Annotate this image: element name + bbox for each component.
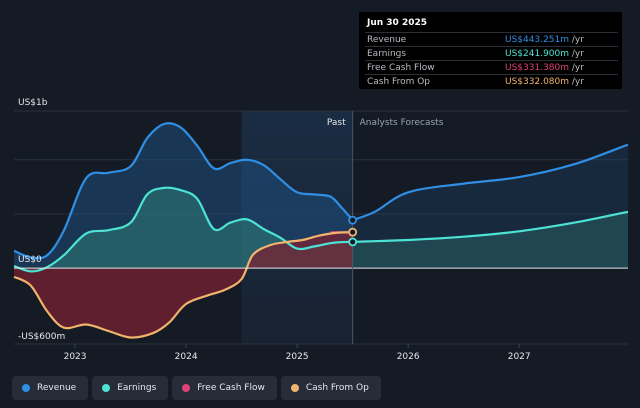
cash-from-op-past-line	[13, 231, 353, 339]
legend-item-earnings[interactable]: Earnings	[92, 376, 169, 400]
revenue-forecast-area	[352, 144, 628, 269]
legend-label: Cash From Op	[305, 383, 369, 393]
tooltip-row-free-cash-flow: Free Cash Flow US$331.380m /yr	[365, 60, 618, 75]
earnings-past-line	[13, 186, 353, 273]
legend-dot-icon	[22, 384, 30, 392]
legend-dot-icon	[290, 384, 299, 392]
tooltip-label: Revenue	[367, 35, 407, 45]
legend-item-cash-from-op[interactable]: Cash From Op	[280, 376, 381, 400]
x-axis-ticks: 2023 2024 2025 2026 2027	[64, 344, 531, 362]
tooltip-unit: /yr	[571, 49, 584, 59]
y-label-bottom: -US$600m	[18, 332, 65, 342]
y-label-top: US$1b	[18, 98, 48, 108]
revenue-forecast-line	[352, 143, 629, 222]
tooltip-date: Jun 30 2025	[367, 18, 428, 28]
legend-dot-icon	[102, 384, 111, 392]
tooltip-row-revenue: Revenue US$443.251m /yr	[365, 32, 618, 47]
revenue-end-marker	[348, 215, 358, 225]
legend-dot-icon	[182, 384, 191, 392]
tooltip-value-number: US$241.900m	[505, 49, 570, 59]
x-tick-label: 2023	[64, 352, 87, 362]
x-tick-label: 2024	[175, 352, 198, 362]
legend: Revenue Earnings Free Cash Flow Cash Fro…	[12, 376, 381, 400]
x-tick-label: 2027	[508, 352, 531, 362]
tooltip-unit: /yr	[571, 35, 584, 45]
series-lines	[13, 122, 629, 339]
x-tick-label: 2025	[286, 352, 309, 362]
tooltip-unit: /yr	[571, 63, 584, 73]
series-end-markers	[348, 215, 358, 247]
tooltip-label: Earnings	[367, 49, 407, 59]
tooltip-value: US$241.900m /yr	[505, 49, 584, 59]
tooltip-label: Free Cash Flow	[367, 63, 435, 73]
y-label-zero: US$0	[18, 255, 42, 265]
x-tick-label: 2026	[397, 352, 420, 362]
tooltip-value-number: US$331.380m	[505, 63, 570, 73]
tooltip-label: Cash From Op	[367, 77, 431, 87]
tooltip-row-cash-from-op: Cash From Op US$332.080m /yr	[365, 74, 618, 89]
earnings-forecast-line	[352, 210, 629, 243]
legend-label: Free Cash Flow	[197, 383, 265, 393]
legend-label: Revenue	[37, 383, 77, 393]
tooltip-unit: /yr	[571, 77, 584, 87]
tooltip: Jun 30 2025 Revenue US$443.251m /yr Earn…	[359, 12, 622, 89]
legend-item-free-cash-flow[interactable]: Free Cash Flow	[172, 376, 277, 400]
tooltip-value-number: US$332.080m	[505, 77, 570, 87]
legend-label: Earnings	[117, 383, 157, 393]
earnings-end-marker	[348, 237, 358, 247]
past-label: Past	[327, 118, 346, 128]
tooltip-row-earnings: Earnings US$241.900m /yr	[365, 46, 618, 61]
cash-from-op-end-marker	[348, 227, 358, 237]
tooltip-value: US$443.251m /yr	[505, 35, 584, 45]
cash-from-op-past-area	[14, 232, 353, 338]
revenue-past-line	[13, 122, 354, 260]
tooltip-value-number: US$443.251m	[505, 35, 570, 45]
tooltip-value: US$332.080m /yr	[505, 77, 584, 87]
legend-item-revenue[interactable]: Revenue	[12, 376, 89, 400]
tooltip-value: US$331.380m /yr	[505, 63, 584, 73]
forecast-label: Analysts Forecasts	[360, 118, 444, 128]
